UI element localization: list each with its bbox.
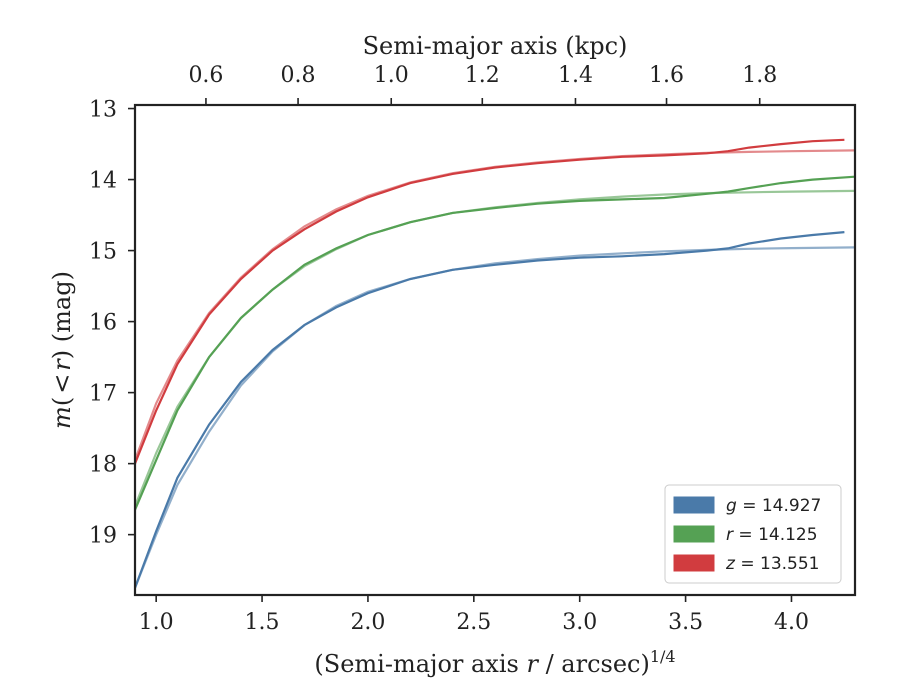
axis-ticks: 1.0 1.5 2.0 2.5 3.0 3.5 4.0 0.6 0.8 1.0 1.2 1.4 1.6 1… — [89, 63, 809, 635]
legend-eq: = — [735, 554, 760, 574]
x-tick-label: 3.5 — [668, 610, 703, 635]
legend: g = 14.927 r = 14.125 z = 13.551 — [664, 484, 842, 584]
x-tick-label: 4.0 — [774, 610, 809, 635]
bottom-axis-title-exponent: 1/4 — [650, 647, 676, 666]
legend-label-r: r = 14.125 — [726, 525, 818, 545]
x2-tick-label: 0.8 — [281, 63, 316, 88]
x2-tick-label: 1.0 — [374, 63, 409, 88]
series-line-r — [135, 175, 855, 511]
legend-mag: 14.125 — [758, 525, 817, 545]
y-tick-label: 14 — [89, 169, 117, 194]
x-tick-label: 2.5 — [456, 610, 491, 635]
top-axis-title: Semi-major axis (kpc) — [363, 32, 628, 60]
legend-swatch-g — [673, 496, 715, 514]
y-axis-title-lt: < — [48, 374, 76, 394]
legend-eq: = — [737, 496, 762, 516]
legend-mag: 13.551 — [760, 554, 819, 574]
x2-tick-label: 1.4 — [558, 63, 593, 88]
x-tick-label: 1.0 — [139, 610, 174, 635]
x-tick-label: 2.0 — [350, 610, 385, 635]
plot-frame — [133, 103, 857, 597]
legend-items: g = 14.927 r = 14.125 z = 13.551 — [673, 496, 821, 574]
y-tick-label: 17 — [89, 382, 117, 407]
series-lines — [135, 138, 855, 589]
x-tick-label: 1.5 — [245, 610, 280, 635]
bottom-axis-title: (Semi-major axis r / arcsec)1/4 — [314, 647, 675, 678]
series-line-g — [135, 231, 845, 589]
legend-band: g — [726, 496, 737, 516]
x2-tick-label: 1.6 — [649, 63, 684, 88]
y-axis-title: m( < r) (mag) — [48, 271, 76, 429]
bottom-axis-title-main: (Semi-major axis — [314, 650, 526, 678]
legend-eq: = — [733, 525, 758, 545]
legend-band: z — [725, 554, 736, 574]
y-axis-title-tail: ) (mag) — [48, 271, 76, 359]
legend-swatch-r — [673, 525, 715, 543]
y-axis-title-m: m — [48, 406, 76, 429]
legend-label-z: z = 13.551 — [725, 554, 819, 574]
y-axis-title-open: ( — [48, 397, 76, 406]
series-line-z — [135, 138, 845, 465]
legend-band: r — [726, 525, 734, 545]
x2-tick-label: 1.2 — [465, 63, 500, 88]
legend-mag: 14.927 — [762, 496, 821, 516]
y-tick-label: 13 — [89, 98, 117, 123]
bottom-axis-title-tail: / arcsec) — [538, 650, 650, 678]
y-tick-label: 18 — [89, 453, 117, 478]
bottom-axis-title-variable: r — [526, 650, 539, 678]
x2-tick-label: 0.6 — [188, 63, 223, 88]
y-tick-label: 15 — [89, 240, 117, 265]
y-tick-label: 16 — [89, 311, 117, 336]
y-axis-title-r: r — [48, 358, 76, 371]
x2-tick-label: 1.8 — [742, 63, 777, 88]
series-model-line-z — [135, 149, 855, 461]
series-model-line-r — [135, 189, 855, 507]
legend-label-g: g = 14.927 — [726, 496, 821, 516]
y-tick-label: 19 — [89, 524, 117, 549]
legend-swatch-z — [673, 554, 715, 572]
x-tick-label: 3.0 — [562, 610, 597, 635]
